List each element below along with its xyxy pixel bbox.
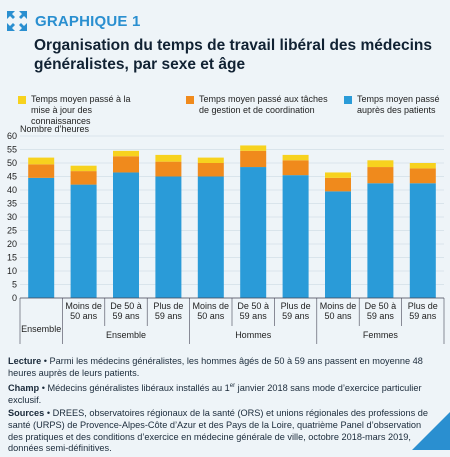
x-tick-label: 59 ans (155, 311, 183, 321)
x-tick-label: 50 ans (324, 311, 352, 321)
expand-arrows-icon (7, 11, 27, 31)
bar-segment (197, 157, 224, 163)
bar-segment (155, 176, 182, 298)
x-tick-label: 59 ans (282, 311, 310, 321)
legend-swatch (18, 96, 26, 104)
bar-segment (325, 191, 351, 298)
y-axis-label: Nombre d’heures (20, 124, 90, 134)
notes: Lecture • Parmi les médecins généraliste… (8, 356, 430, 457)
bar-segment (240, 150, 267, 168)
bar-segment (113, 156, 139, 173)
y-tick-label: 0 (12, 293, 17, 303)
legend-swatch (186, 96, 194, 104)
lecture-text: • Parmi les médecins généralistes, les h… (8, 356, 423, 378)
y-tick-label: 15 (7, 253, 17, 263)
header: GRAPHIQUE 1 Organisation du temps de tra… (6, 10, 442, 74)
champ-note: Champ • Médecins généralistes libéraux i… (8, 381, 430, 406)
legend-item-connaissances: Temps moyen passé à la mise à jour des c… (18, 94, 150, 127)
x-tick-label: Plus de (153, 301, 183, 311)
bar-segment (282, 175, 309, 298)
legend-label: Temps moyen passé auprès des patients (357, 94, 440, 115)
legend-item-gestion: Temps moyen passé aux tâches de gestion … (186, 94, 332, 116)
x-tick-label: De 50 à (237, 301, 269, 311)
bar-segment (367, 160, 394, 168)
bar-segment (409, 183, 436, 298)
bar-segment (155, 161, 182, 177)
bar-segment (367, 183, 394, 298)
bar-segment (325, 177, 351, 192)
y-tick-label: 25 (7, 226, 17, 236)
x-tick-label: Moins de (320, 301, 357, 311)
bar-segment (28, 164, 55, 178)
x-group-label: Hommes (235, 330, 272, 340)
sources-label: Sources (8, 408, 45, 419)
graph-label-row: GRAPHIQUE 1 (6, 10, 442, 32)
x-tick-label: 59 ans (367, 311, 395, 321)
x-tick-label: Moins de (193, 301, 230, 311)
bar-segment (28, 157, 55, 165)
x-tick-label: Ensemble (21, 324, 61, 334)
chart-title: Organisation du temps de travail libéral… (34, 37, 432, 73)
stacked-bar-chart: Nombre d’heures 0 5 10 15 20 25 30 35 40 45 50 55 60 E… (7, 124, 445, 344)
legend-swatch (344, 96, 352, 104)
x-tick-label: 59 ans (240, 311, 268, 321)
x-group-label: Ensemble (106, 330, 146, 340)
y-tick-label: 30 (7, 212, 17, 222)
champ-text-end: janvier 2018 sans mode d’exercice partic… (8, 383, 422, 405)
lecture-label: Lecture (8, 356, 42, 366)
bar-segment (155, 154, 182, 162)
legend-label: Temps moyen passé à la mise à jour des c… (31, 94, 131, 126)
champ-text: • Médecins généralistes libéraux install… (39, 383, 230, 394)
bar-segment (282, 160, 309, 176)
graph-label: GRAPHIQUE 1 (35, 12, 141, 30)
bar-segment (367, 167, 394, 184)
bar-segment (70, 171, 97, 185)
bar-segment (240, 145, 267, 151)
x-tick-label: 50 ans (197, 311, 225, 321)
x-tick-label: 59 ans (409, 311, 437, 321)
y-tick-label: 55 (7, 145, 17, 155)
corner-decoration (412, 412, 450, 450)
bar-segment (409, 168, 436, 184)
bar-segment (325, 172, 351, 178)
sources-note: Sources • DREES, observatoires régionaux… (8, 408, 430, 454)
y-tick-label: 60 (7, 131, 17, 141)
bar-segment (197, 163, 224, 177)
champ-superscript: er (229, 383, 236, 390)
bar-segment (240, 167, 267, 298)
x-tick-label: De 50 à (110, 301, 142, 311)
y-tick-label: 40 (7, 185, 17, 195)
x-tick-label: Plus de (281, 301, 311, 311)
x-tick-label: 59 ans (112, 311, 140, 321)
y-tick-label: 10 (7, 266, 17, 276)
x-tick-label: 50 ans (70, 311, 98, 321)
x-group-label: Femmes (363, 330, 399, 340)
bar-segment (70, 165, 97, 172)
bar-segment (282, 154, 309, 161)
x-tick-label: Moins de (65, 301, 102, 311)
bar-segment (70, 184, 97, 298)
legend-item-patients: Temps moyen passé auprès des patients (344, 94, 444, 116)
x-tick-label: De 50 à (365, 301, 397, 311)
bar-segment (197, 176, 224, 298)
champ-label: Champ (8, 383, 40, 394)
bar-segment (113, 150, 139, 157)
bar-segment (113, 172, 139, 298)
y-tick-label: 45 (7, 172, 17, 182)
y-tick-label: 35 (7, 199, 17, 209)
legend-label: Temps moyen passé aux tâches de gestion … (199, 94, 328, 115)
x-tick-label: Plus de (408, 301, 438, 311)
bar-segment (409, 163, 436, 169)
bar-segment (28, 177, 55, 298)
y-tick-label: 50 (7, 158, 17, 168)
y-tick-label: 20 (7, 239, 17, 249)
y-tick-label: 5 (12, 280, 17, 290)
lecture-note: Lecture • Parmi les médecins généraliste… (8, 356, 430, 379)
sources-text: • DREES, observatoires régionaux de la s… (8, 408, 428, 454)
legend: Temps moyen passé à la mise à jour des c… (10, 94, 440, 126)
